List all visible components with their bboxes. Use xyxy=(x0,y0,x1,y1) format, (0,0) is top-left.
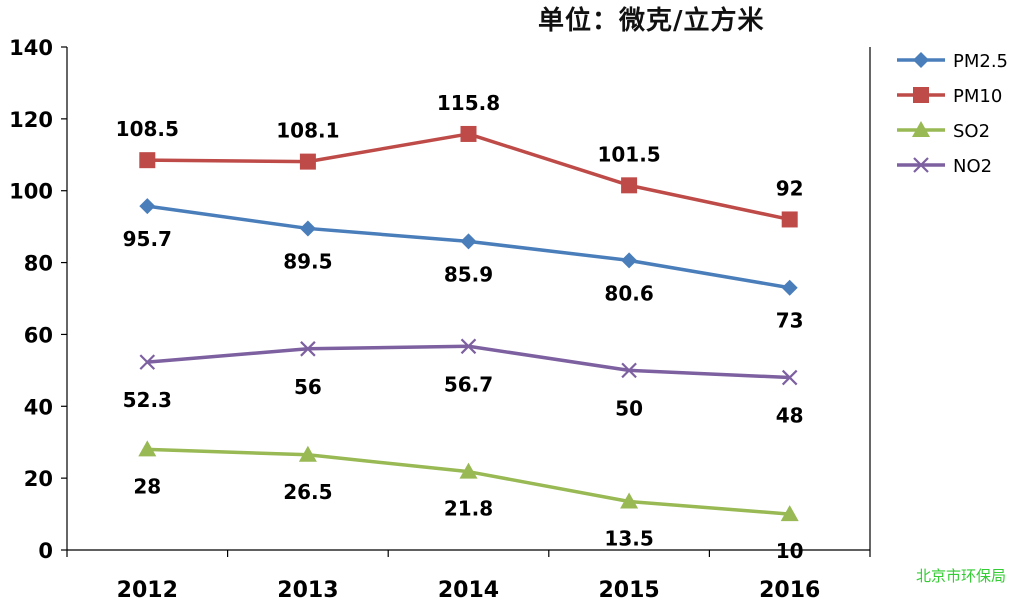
data-point-no2 xyxy=(621,362,637,379)
data-point-no2 xyxy=(300,341,316,357)
data-label-pm10: 115.8 xyxy=(437,91,500,115)
y-tick-label: 40 xyxy=(24,395,53,419)
data-label-pm10: 92 xyxy=(776,176,804,200)
data-label-so2: 10 xyxy=(776,539,804,563)
legend-marker-pm10 xyxy=(913,87,929,103)
data-point-pm10 xyxy=(781,211,798,228)
data-point-pm10 xyxy=(621,177,638,194)
data-label-no2: 56 xyxy=(294,375,322,399)
data-point-so2 xyxy=(780,505,799,522)
x-tick-label: 2015 xyxy=(598,578,659,599)
legend-label-so2: SO2 xyxy=(953,121,990,142)
data-label-so2: 26.5 xyxy=(283,480,332,504)
legend-label-pm25: PM2.5 xyxy=(953,51,1008,72)
watermark-text: 北京市环保局 xyxy=(916,567,1007,585)
data-point-pm25 xyxy=(299,220,316,237)
data-point-no2 xyxy=(781,369,798,386)
data-point-so2 xyxy=(459,462,478,479)
x-tick-label: 2012 xyxy=(117,578,178,599)
data-label-pm25: 89.5 xyxy=(283,249,332,273)
data-label-pm10: 108.5 xyxy=(116,117,179,141)
data-label-no2: 50 xyxy=(615,396,643,420)
data-label-pm25: 80.6 xyxy=(604,281,653,305)
data-point-pm10 xyxy=(460,125,477,142)
data-point-no2 xyxy=(139,354,156,370)
data-label-so2: 28 xyxy=(133,474,161,498)
legend-label-no2: NO2 xyxy=(953,156,992,177)
x-tick-label: 2014 xyxy=(438,578,499,599)
data-point-pm25 xyxy=(460,233,477,250)
y-tick-label: 120 xyxy=(9,108,53,132)
data-point-no2 xyxy=(460,338,477,355)
legend-label-pm10: PM10 xyxy=(953,86,1002,107)
unit-label: 单位：微克/立方米 xyxy=(538,6,765,36)
legend-marker-so2 xyxy=(912,121,930,137)
data-label-pm25: 73 xyxy=(776,309,804,333)
data-point-pm10 xyxy=(299,153,316,170)
data-label-pm25: 85.9 xyxy=(444,262,493,286)
data-label-no2: 52.3 xyxy=(123,388,172,412)
data-label-so2: 21.8 xyxy=(444,497,493,521)
y-tick-label: 0 xyxy=(38,539,53,563)
data-point-pm10 xyxy=(139,152,156,169)
data-label-no2: 56.7 xyxy=(444,372,493,396)
data-label-pm25: 95.7 xyxy=(123,227,172,251)
data-label-no2: 48 xyxy=(776,404,804,428)
y-tick-label: 80 xyxy=(24,252,53,276)
data-point-so2 xyxy=(138,440,157,457)
data-point-so2 xyxy=(298,445,317,462)
series-line-pm10 xyxy=(147,132,791,222)
y-tick-label: 140 xyxy=(9,36,53,60)
y-tick-label: 100 xyxy=(9,180,53,204)
data-label-pm10: 101.5 xyxy=(597,142,660,166)
data-label-pm10: 108.1 xyxy=(276,119,339,143)
data-point-pm25 xyxy=(139,198,156,215)
x-tick-label: 2013 xyxy=(277,578,338,599)
data-point-pm25 xyxy=(781,279,798,296)
data-label-so2: 13.5 xyxy=(604,526,653,550)
legend-marker-pm25 xyxy=(913,52,929,68)
y-tick-label: 60 xyxy=(24,323,53,347)
data-point-so2 xyxy=(620,492,639,509)
legend-marker-no2 xyxy=(913,157,929,173)
x-tick-label: 2016 xyxy=(759,578,820,599)
data-point-pm25 xyxy=(621,252,638,269)
y-tick-label: 20 xyxy=(24,467,53,491)
